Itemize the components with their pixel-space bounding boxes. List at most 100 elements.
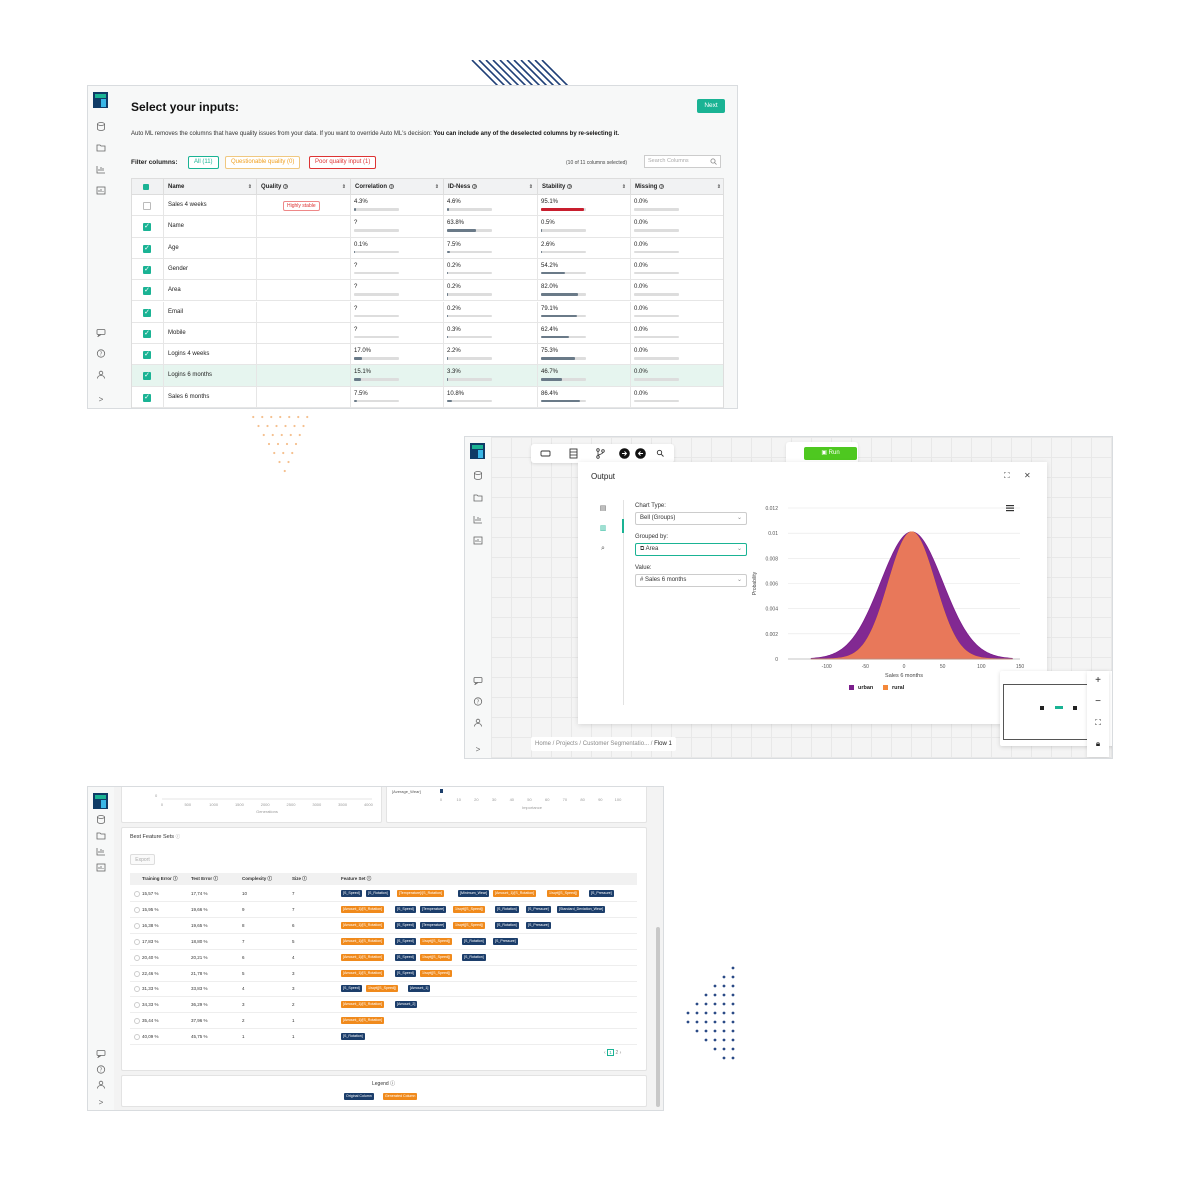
- table-row[interactable]: Logins 4 weeks 17.0% 2.2% 75.3% 0.0%: [132, 344, 723, 366]
- chart-icon[interactable]: [96, 165, 106, 174]
- chart-menu-icon[interactable]: [1006, 505, 1014, 512]
- dashboard-icon[interactable]: [96, 186, 106, 195]
- table-row[interactable]: 22,46 % 21,78 % 5 3 [Amount_1]/[S_Rotation] […: [130, 966, 637, 982]
- select-all-header[interactable]: [132, 179, 164, 195]
- user-icon[interactable]: [96, 1080, 106, 1089]
- row-radio[interactable]: [134, 1018, 140, 1025]
- table-row[interactable]: Name? 63.8% 0.5% 0.0%: [132, 216, 723, 238]
- row-checkbox[interactable]: [143, 286, 151, 296]
- sort-icon[interactable]: ⇕: [247, 184, 252, 190]
- export-button[interactable]: Export: [130, 854, 155, 865]
- table-icon[interactable]: [568, 448, 579, 459]
- table-row[interactable]: Sales 4 weeks Highly stable 4.3% 4.6% 95.1% 0…: [132, 195, 723, 217]
- app-logo[interactable]: [93, 793, 108, 809]
- inspect-icon[interactable]: ⌕: [601, 545, 605, 552]
- row-radio[interactable]: [134, 1002, 140, 1009]
- sort-icon[interactable]: ⇕: [621, 184, 626, 190]
- prev-page-icon[interactable]: ‹: [604, 1050, 606, 1056]
- table-row[interactable]: 35,44 % 37,96 % 2 1 [Amount_1]/[S_Rotation]: [130, 1013, 637, 1030]
- header-feature-set[interactable]: Feature Set ⓘ: [341, 876, 372, 881]
- table-view-icon[interactable]: ▤: [599, 505, 607, 512]
- table-row[interactable]: 34,33 % 36,29 % 3 2 [Amount_1]/[S_Rotation] […: [130, 997, 637, 1014]
- next-page-icon[interactable]: ›: [619, 1050, 622, 1056]
- expand-chevron-icon[interactable]: >: [98, 395, 104, 404]
- close-icon[interactable]: ✕: [1024, 471, 1031, 480]
- table-row[interactable]: 31,33 % 33,83 % 4 3 [S_Speed] 1/sqrt([S_Speed…: [130, 981, 637, 998]
- row-checkbox[interactable]: [143, 329, 151, 338]
- database-icon[interactable]: [96, 122, 106, 131]
- app-logo[interactable]: [93, 92, 108, 108]
- breadcrumb-projects[interactable]: Projects: [556, 741, 578, 747]
- table-row[interactable]: 40,09 % 45,75 % 1 1 [S_Rotation]: [130, 1029, 637, 1046]
- fit-view-icon[interactable]: ⛶: [1095, 718, 1101, 727]
- database-icon[interactable]: [96, 815, 106, 824]
- row-checkbox[interactable]: [143, 265, 151, 274]
- row-checkbox[interactable]: [143, 308, 151, 317]
- grouped-by-select[interactable]: ⧉ Area ⌄: [635, 543, 747, 556]
- select-all-checkbox[interactable]: [143, 184, 149, 190]
- header-missing[interactable]: Missing? ⇕: [631, 179, 723, 195]
- user-icon[interactable]: [96, 370, 106, 379]
- export-icon[interactable]: [635, 448, 646, 459]
- filter-poor-chip[interactable]: Poor quality input (1): [309, 156, 377, 169]
- row-radio[interactable]: [134, 970, 140, 977]
- filter-all-chip[interactable]: All (11): [188, 156, 219, 169]
- fullscreen-icon[interactable]: ⛶: [1004, 471, 1010, 480]
- row-checkbox[interactable]: [143, 202, 151, 210]
- table-row[interactable]: 20,40 % 20,21 % 6 4 [Amount_1]/[S_Rotation] […: [130, 950, 637, 966]
- dashboard-icon[interactable]: [473, 536, 483, 545]
- row-radio[interactable]: [134, 922, 140, 929]
- app-logo[interactable]: [470, 443, 485, 459]
- header-training-error[interactable]: Training Error ⓘ: [142, 876, 178, 881]
- folder-icon[interactable]: [96, 831, 106, 840]
- header-idness[interactable]: ID-Ness? ⇕: [444, 179, 538, 195]
- table-row[interactable]: Email? 0.2% 79.1% 0.0%: [132, 301, 723, 323]
- breadcrumb-home[interactable]: Home: [535, 741, 552, 747]
- chat-icon[interactable]: [96, 328, 106, 337]
- header-correlation[interactable]: Correlation? ⇕: [351, 179, 444, 195]
- table-row[interactable]: Age 0.1% 7.5% 2.6% 0.0%: [132, 237, 723, 259]
- sort-icon[interactable]: ⇕: [341, 184, 346, 190]
- help-icon[interactable]: ?: [96, 349, 106, 358]
- database-icon[interactable]: [473, 471, 483, 480]
- row-radio[interactable]: [134, 986, 140, 993]
- row-radio[interactable]: [134, 954, 140, 961]
- table-row[interactable]: 16,38 % 19,65 % 8 6 [Amount_1]/[S_Rotation] […: [130, 918, 637, 934]
- row-radio[interactable]: [134, 1034, 140, 1041]
- branch-icon[interactable]: [595, 448, 606, 459]
- table-row[interactable]: Mobile? 0.3% 62.4% 0.0%: [132, 322, 723, 345]
- node-icon[interactable]: [540, 448, 551, 459]
- help-icon[interactable]: ?: [473, 697, 483, 706]
- row-checkbox[interactable]: [143, 244, 151, 253]
- folder-icon[interactable]: [96, 143, 106, 152]
- table-row[interactable]: 15,95 % 19,66 % 9 7 [Amount_1]/[S_Rotation] […: [130, 902, 637, 918]
- sort-icon[interactable]: ⇕: [434, 184, 439, 190]
- table-row[interactable]: Logins 6 months 15.1% 3.3% 46.7% 0.0%: [132, 365, 723, 387]
- chart-icon[interactable]: [473, 515, 483, 524]
- header-stability[interactable]: Stability? ⇕: [538, 179, 631, 195]
- row-radio[interactable]: [134, 906, 140, 913]
- filter-questionable-chip[interactable]: Questionable quality (0): [225, 156, 301, 169]
- zoom-in-button[interactable]: +: [1095, 675, 1101, 686]
- user-icon[interactable]: [473, 718, 483, 727]
- search-input[interactable]: Search Columns: [644, 155, 721, 168]
- row-radio[interactable]: [134, 938, 140, 945]
- chart-view-icon[interactable]: ▥: [599, 525, 607, 532]
- table-row[interactable]: 17,83 % 18,80 % 7 5 [Amount_1]/[S_Rotation] […: [130, 934, 637, 950]
- dashboard-icon[interactable]: [96, 863, 106, 872]
- row-checkbox[interactable]: [143, 222, 151, 232]
- page-2-button[interactable]: 2: [615, 1050, 619, 1056]
- header-name[interactable]: Name ⇕: [164, 179, 257, 195]
- chat-icon[interactable]: [96, 1049, 106, 1058]
- chat-icon[interactable]: [473, 676, 483, 685]
- sort-icon[interactable]: ⇕: [528, 184, 533, 190]
- chart-icon[interactable]: [96, 847, 106, 856]
- lock-icon[interactable]: 🔒︎: [1095, 739, 1101, 748]
- table-row[interactable]: Gender? 0.2% 54.2% 0.0%: [132, 258, 723, 281]
- header-size[interactable]: Size ⓘ: [292, 876, 307, 881]
- run-button[interactable]: ▣ Run: [804, 447, 857, 460]
- scrollbar[interactable]: [656, 927, 660, 1107]
- breadcrumb-project[interactable]: Customer Segmentatio...: [582, 741, 650, 747]
- page-1-button[interactable]: 1: [607, 1049, 615, 1056]
- import-icon[interactable]: [619, 448, 630, 459]
